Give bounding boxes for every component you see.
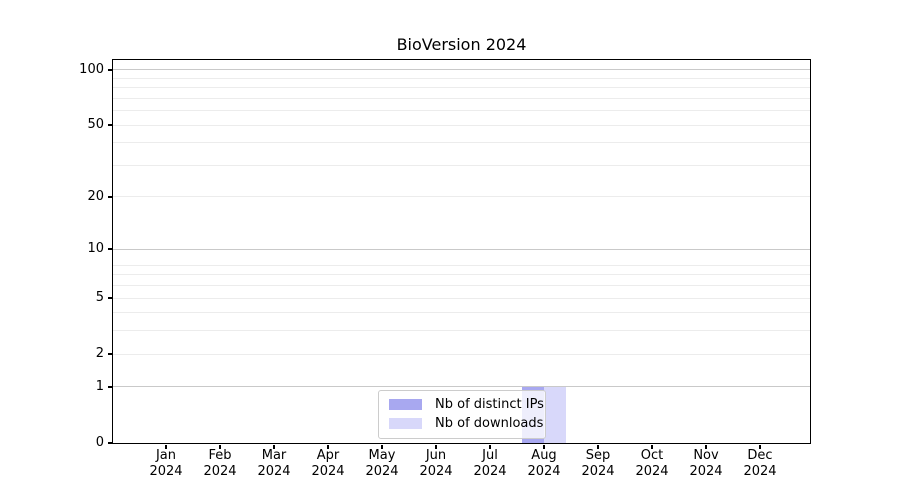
x-tick-label: Jan 2024 <box>149 448 183 479</box>
y-tick-label: 20 <box>87 188 104 204</box>
x-tick-label: Sep 2024 <box>581 448 615 479</box>
x-tick-label: Jun 2024 <box>419 448 453 479</box>
y-tick-mark <box>107 442 112 444</box>
x-tick-mark <box>219 444 221 449</box>
x-tick-mark <box>543 444 545 449</box>
gridline-minor <box>113 264 810 266</box>
gridline-minor <box>113 297 810 299</box>
y-tick-label: 10 <box>87 241 104 257</box>
y-tick-mark <box>107 124 112 126</box>
gridline-minor <box>113 285 810 287</box>
y-tick-mark <box>107 353 112 355</box>
legend-label: Nb of distinct IPs <box>435 397 544 412</box>
x-tick-mark <box>327 444 329 449</box>
x-tick-label: Oct 2024 <box>635 448 669 479</box>
y-tick-label: 100 <box>79 61 104 77</box>
x-tick-label: May 2024 <box>365 448 399 479</box>
gridline-major <box>113 386 810 388</box>
x-tick-mark <box>597 444 599 449</box>
y-tick-mark <box>107 297 112 299</box>
x-tick-mark <box>651 444 653 449</box>
gridline-minor <box>113 97 810 99</box>
plot-area <box>111 58 811 444</box>
x-tick-label: Jul 2024 <box>473 448 507 479</box>
legend: Nb of distinct IPs Nb of downloads <box>378 390 546 439</box>
y-tick-label: 2 <box>95 346 104 362</box>
x-tick-label: Apr 2024 <box>311 448 345 479</box>
x-tick-mark <box>489 444 491 449</box>
gridline-minor <box>113 142 810 144</box>
x-tick-mark <box>759 444 761 449</box>
gridline-minor <box>113 330 810 332</box>
x-tick-mark <box>705 444 707 449</box>
x-tick-label: Dec 2024 <box>743 448 777 479</box>
gridline-minor <box>113 124 810 126</box>
gridline-minor <box>113 196 810 198</box>
x-tick-label: Feb 2024 <box>203 448 237 479</box>
legend-label: Nb of downloads <box>435 416 544 431</box>
x-tick-label: Aug 2024 <box>527 448 561 479</box>
y-tick-mark <box>107 248 112 250</box>
bar-downloads <box>544 386 566 443</box>
legend-row: Nb of downloads <box>389 414 543 433</box>
y-tick-mark <box>107 386 112 388</box>
x-tick-mark <box>273 444 275 449</box>
gridline-minor <box>113 77 810 79</box>
x-tick-label: Nov 2024 <box>689 448 723 479</box>
legend-row: Nb of distinct IPs <box>389 395 544 414</box>
y-tick-label: 1 <box>95 378 104 394</box>
gridline-minor <box>113 312 810 314</box>
legend-swatch-distinct-ips <box>389 399 422 410</box>
gridline-minor <box>113 274 810 276</box>
gridline-minor <box>113 353 810 355</box>
y-tick-label: 50 <box>87 117 104 133</box>
y-tick-mark <box>107 196 112 198</box>
chart-title: BioVersion 2024 <box>396 35 527 54</box>
gridline-minor <box>113 87 810 89</box>
x-tick-label: Mar 2024 <box>257 448 291 479</box>
gridline-minor <box>113 110 810 112</box>
x-tick-mark <box>165 444 167 449</box>
x-tick-mark <box>435 444 437 449</box>
y-tick-mark <box>107 69 112 71</box>
y-tick-label: 0 <box>95 435 104 450</box>
x-tick-mark <box>381 444 383 449</box>
gridline-major <box>113 69 810 71</box>
legend-swatch-downloads <box>389 418 422 429</box>
y-tick-label: 5 <box>95 290 104 306</box>
gridline-major <box>113 248 810 250</box>
gridline-minor <box>113 164 810 166</box>
